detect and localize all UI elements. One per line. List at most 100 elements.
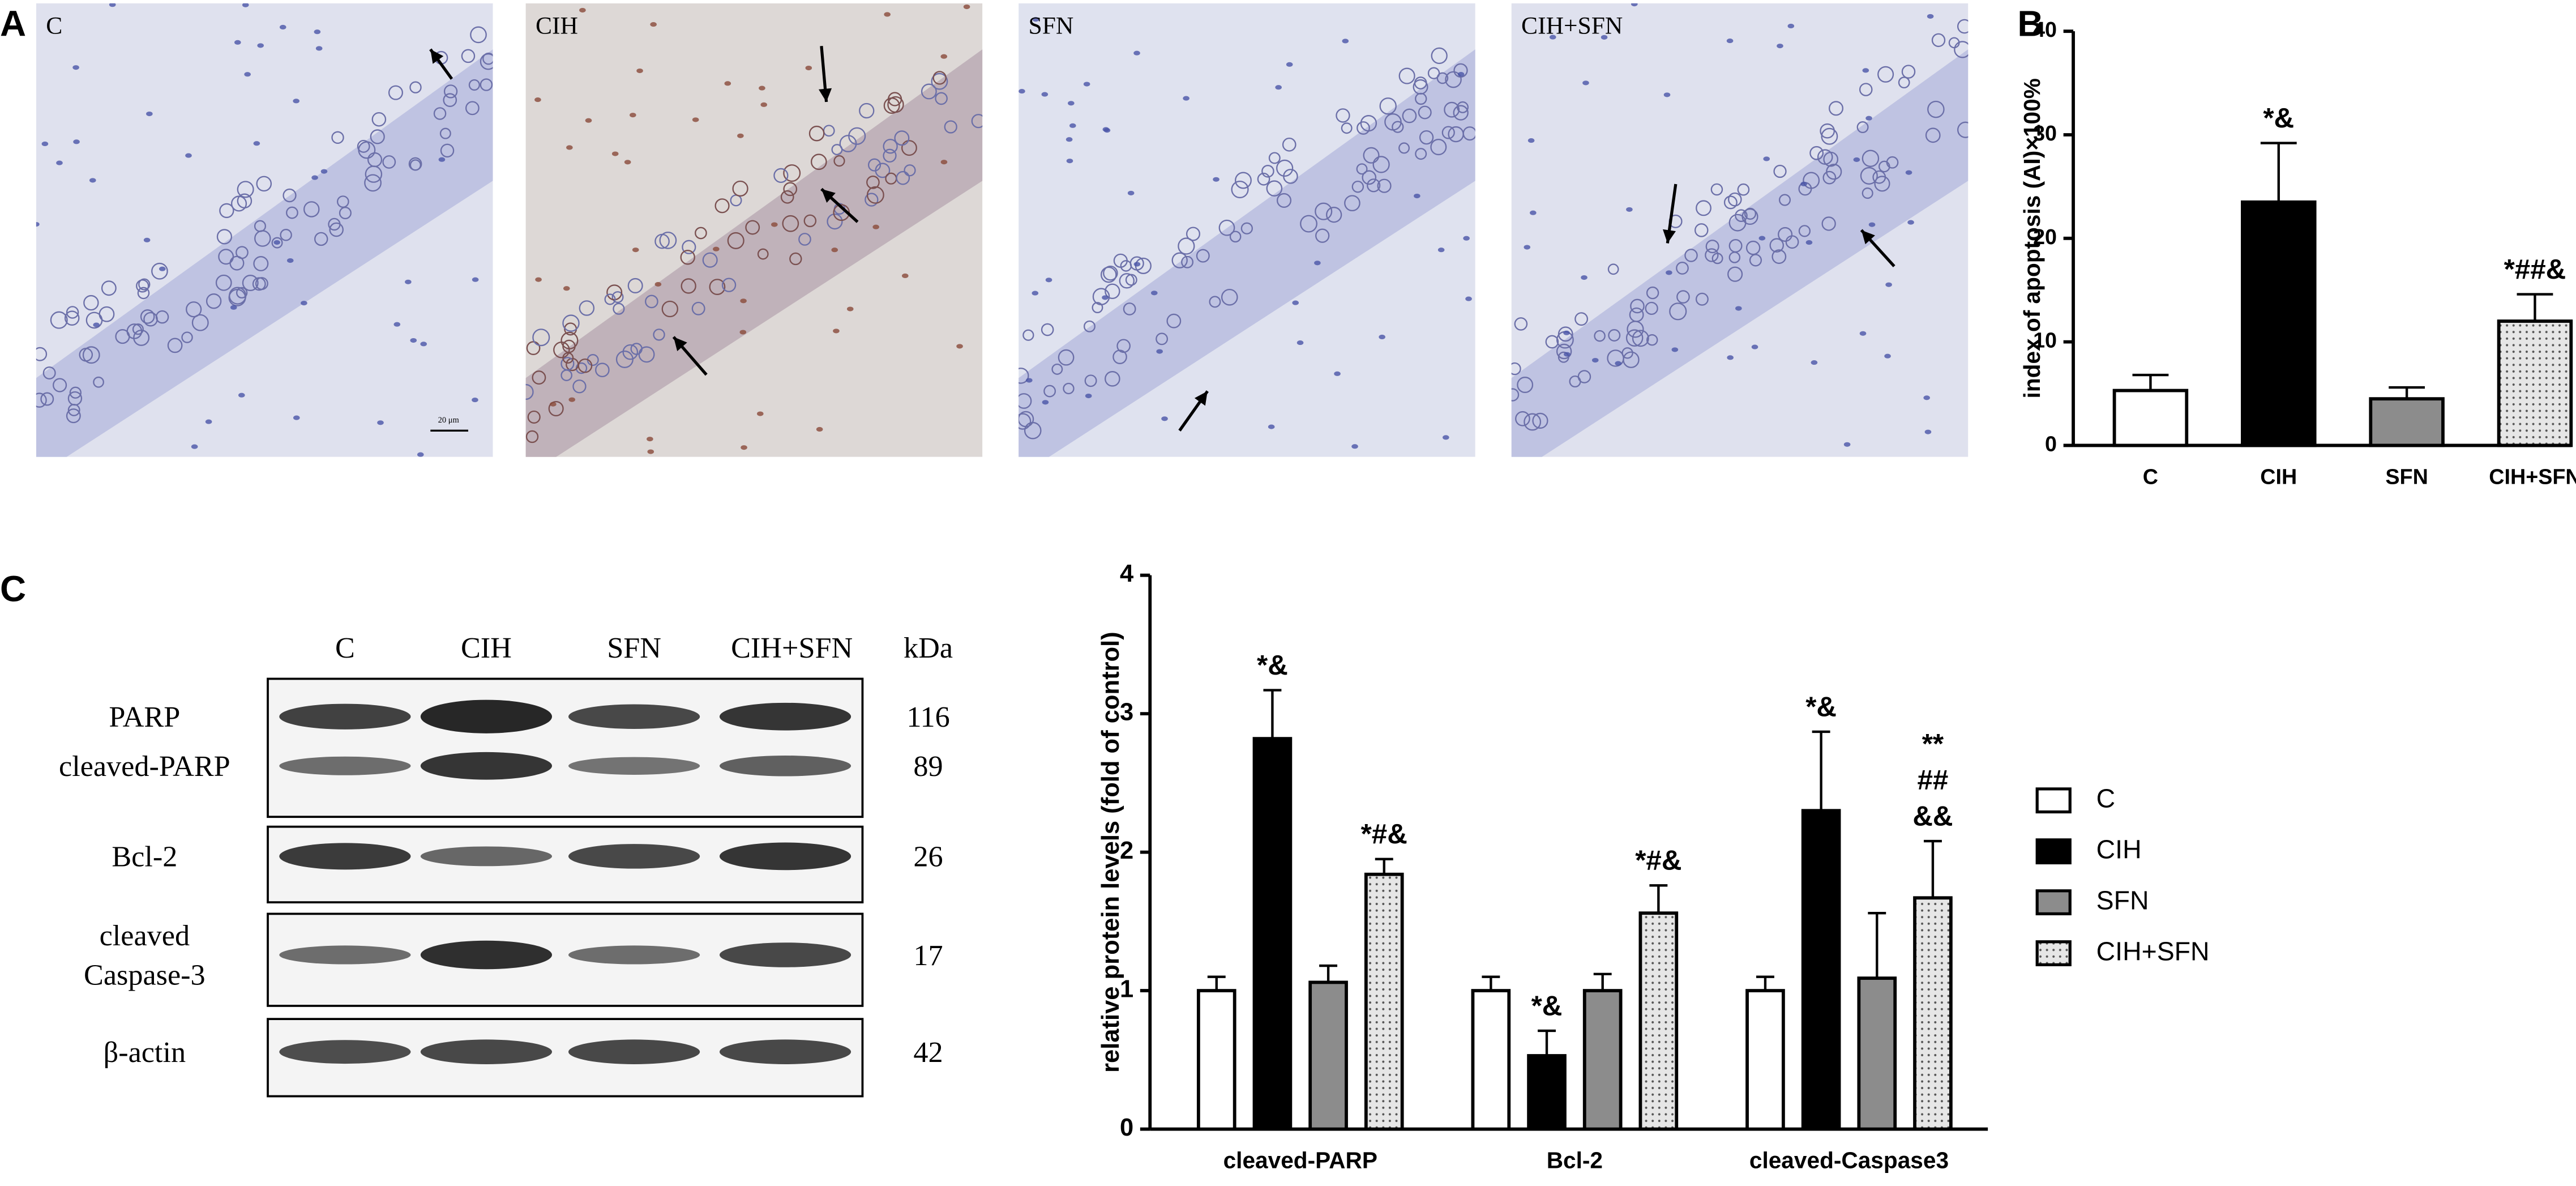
cell [1771, 249, 1787, 264]
nucleus [1763, 156, 1770, 161]
nucleus [205, 419, 212, 424]
cell [1744, 207, 1757, 220]
cell [709, 279, 726, 295]
cell [252, 277, 266, 291]
nucleus [579, 7, 586, 13]
band [420, 752, 552, 780]
western-blot: C CIH SFN CIH+SFN kDa PARP 116 cleaved-PARP 89 Bc… [59, 632, 953, 1098]
cell [691, 301, 705, 315]
kda-label: 116 [906, 701, 949, 733]
legend-swatch [2035, 940, 2072, 966]
cell [1823, 151, 1839, 167]
cell [1402, 108, 1417, 123]
legend-label: CIH [2096, 834, 2142, 864]
arrow-head [1194, 391, 1208, 406]
cell [611, 291, 624, 304]
cell [1112, 349, 1127, 364]
nucleus [1924, 429, 1932, 434]
cell [1166, 313, 1182, 329]
cell [532, 370, 546, 385]
nucleus [286, 258, 294, 263]
cell [1235, 172, 1252, 189]
cell [1415, 148, 1427, 160]
band [420, 940, 552, 970]
cell [527, 410, 541, 424]
legend-label: SFN [2096, 885, 2149, 915]
cell [1156, 332, 1169, 345]
nucleus [1437, 248, 1445, 253]
y-tick-label: 2 [1120, 837, 1133, 864]
cell [1798, 225, 1811, 237]
nucleus [253, 141, 260, 146]
nucleus [1019, 89, 1025, 94]
cell [1116, 339, 1131, 353]
cell [1351, 180, 1364, 193]
nucleus [109, 3, 116, 7]
cell [1300, 215, 1317, 233]
nucleus [159, 266, 166, 271]
micrograph-label: CIH [536, 12, 578, 39]
cell [866, 186, 884, 204]
nucleus [647, 437, 653, 442]
annotation: *& [2263, 103, 2294, 134]
nucleus [1414, 193, 1420, 199]
nucleus [1853, 157, 1860, 163]
cell [1043, 385, 1056, 398]
band [568, 945, 700, 965]
bar [1857, 976, 1897, 1131]
nucleus [420, 342, 427, 347]
cell [1646, 286, 1659, 300]
cell [615, 350, 634, 368]
cell [440, 143, 455, 158]
nucleus [1811, 360, 1818, 365]
nucleus [737, 133, 744, 138]
nucleus [1843, 442, 1851, 447]
cell [132, 323, 144, 335]
cell [36, 347, 48, 361]
cell [1711, 253, 1723, 264]
y-axis-label: index of apoptosis (AI)×100% [2019, 78, 2045, 398]
cell [133, 329, 150, 346]
cell [1453, 105, 1469, 121]
cell [1862, 187, 1873, 199]
cell [228, 288, 246, 306]
cell [358, 141, 376, 159]
nucleus [1615, 361, 1621, 366]
cell [1041, 323, 1054, 336]
nucleus [1127, 190, 1135, 195]
nucleus [89, 178, 96, 183]
cell [1676, 290, 1690, 304]
cell [218, 249, 234, 265]
x-tick-label: CIH+SFN [2489, 464, 2576, 488]
unit-label: kDa [904, 632, 953, 664]
arrow-head [821, 189, 836, 203]
cell [1957, 19, 1969, 34]
nucleus [185, 153, 192, 158]
nucleus [956, 344, 963, 349]
nucleus [36, 221, 40, 227]
row-label: β-actin [104, 1036, 186, 1069]
micrograph [1511, 3, 1969, 457]
y-tick-label: 1 [1120, 976, 1133, 1003]
nucleus [846, 306, 854, 312]
cell [1860, 167, 1878, 185]
cell [1019, 368, 1029, 384]
cell [1356, 163, 1368, 175]
nucleus [760, 102, 768, 107]
cell [1444, 101, 1460, 118]
y-tick-label: 4 [1120, 560, 1133, 587]
nucleus [1777, 44, 1783, 49]
nucleus [472, 277, 479, 282]
cell [1418, 105, 1432, 120]
cell [1859, 83, 1873, 96]
cell [572, 379, 587, 394]
cell [371, 112, 387, 127]
cell [219, 203, 234, 219]
cell [236, 287, 248, 299]
cell [1517, 377, 1534, 393]
cell [783, 182, 798, 197]
cell [1957, 121, 1969, 138]
nucleus [1671, 347, 1679, 352]
nucleus [1150, 291, 1158, 296]
